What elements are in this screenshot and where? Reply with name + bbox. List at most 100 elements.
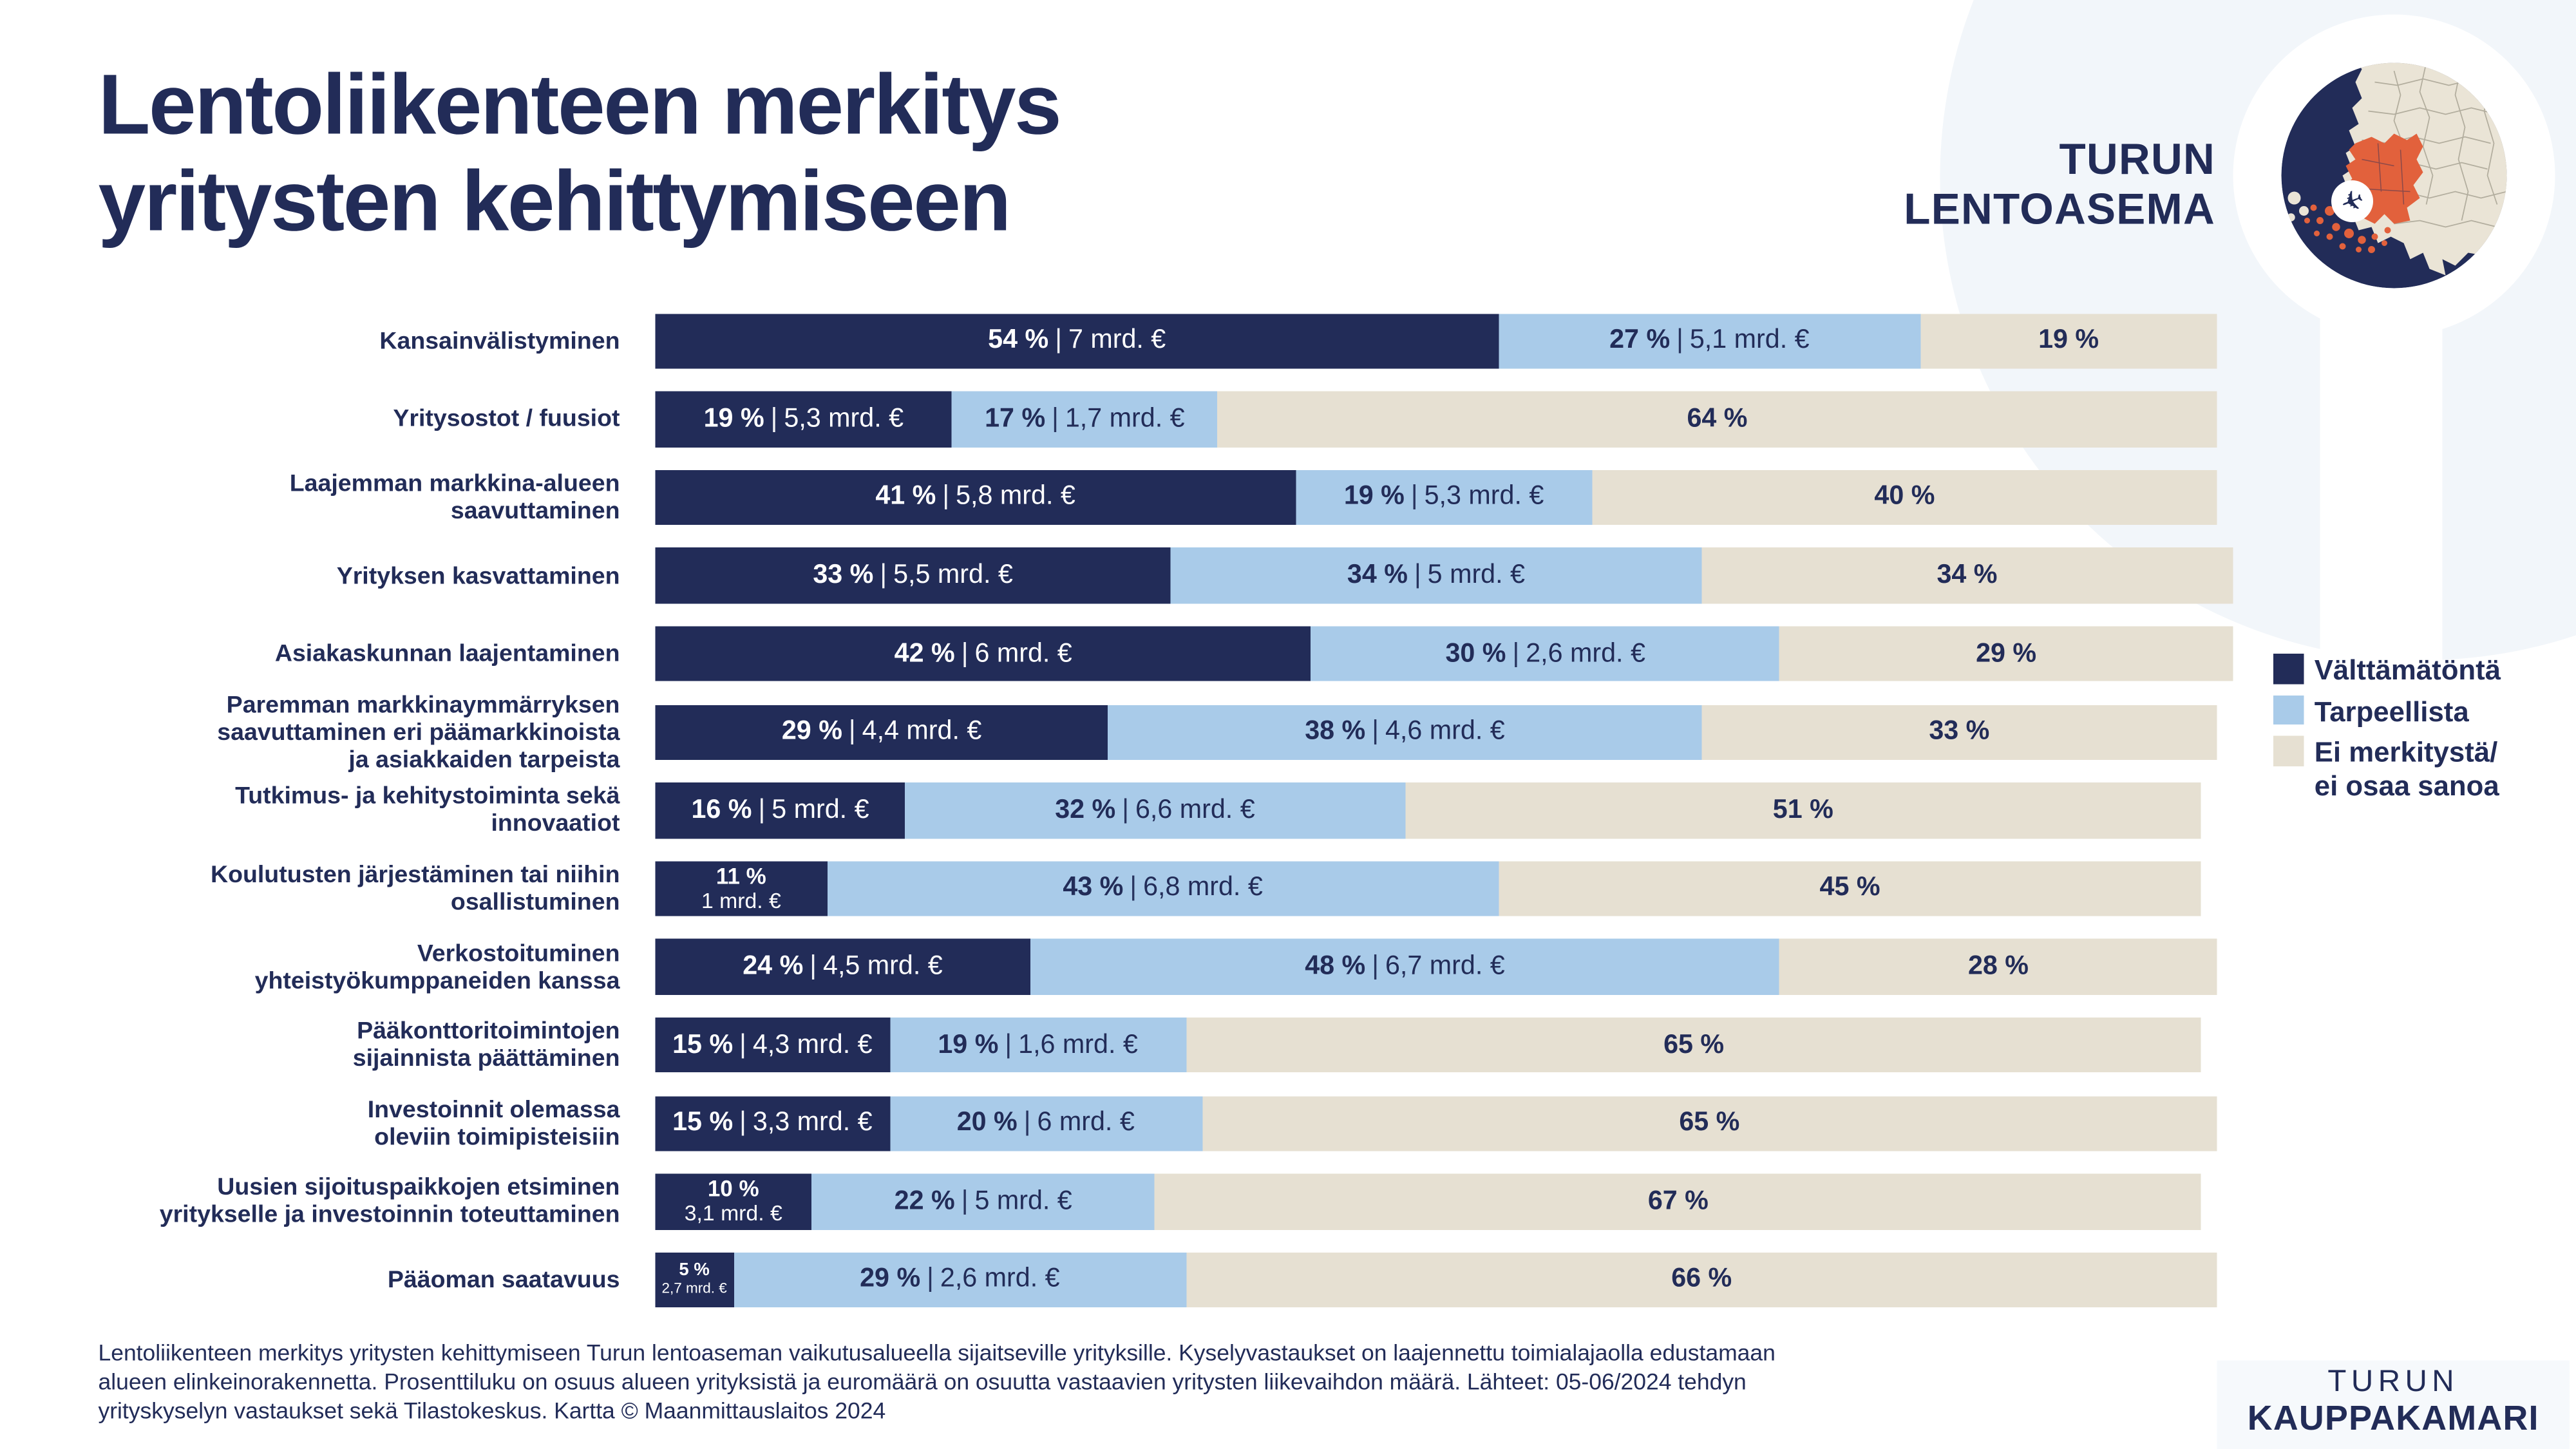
segment-percent: 41 %	[875, 482, 936, 511]
segment-percent: 29 %	[860, 1264, 921, 1294]
segment-amount: 3,1 mrd. €	[684, 1201, 782, 1226]
row-label-line: Asiakaskunnan laajentaminen	[274, 640, 620, 668]
bar-segment-useful: 32 % | 6,6 mrd. €	[905, 782, 1405, 838]
row-label: Tutkimus- ja kehitystoiminta sekä innovaa…	[0, 783, 620, 838]
chart-row: Koulutusten järjestäminen tai niihin osal…	[0, 860, 2576, 916]
bar-segment-useful: 48 % | 6,7 mrd. €	[1030, 939, 1780, 995]
bar-segment-necessary: 11 % 1 mrd. €	[655, 860, 828, 916]
segment-percent: 34 %	[1347, 560, 1408, 590]
segment-separator: |	[1055, 325, 1062, 355]
row-bars: 42 % | 6 mrd. €30 % | 2,6 mrd. €29 %	[655, 626, 2233, 682]
airport-logo-line2: LENTOASEMA	[1904, 185, 2215, 234]
row-label-line: Uusien sijoituspaikkojen etsiminen	[217, 1174, 620, 1202]
segment-amount: 5 mrd. €	[1427, 560, 1526, 590]
segment-amount: 6,8 mrd. €	[1143, 873, 1263, 903]
row-label-line: oleviin toimipisteisiin	[374, 1123, 620, 1151]
segment-amount: 5 mrd. €	[772, 795, 869, 824]
row-label: Verkostoituminen yhteistyökumppaneiden ka…	[0, 940, 620, 994]
segment-amount: 5,5 mrd. €	[893, 560, 1013, 590]
page-title-line2: yritysten kehittymiseen	[98, 155, 1012, 250]
segment-separator: |	[927, 1264, 934, 1294]
segment-separator: |	[1372, 717, 1379, 746]
chamber-logo-line1: TURUN	[2327, 1365, 2459, 1399]
row-label-line: saavuttaminen	[450, 497, 620, 525]
segment-amount: 5,3 mrd. €	[1424, 482, 1544, 511]
chart-row: Yritysostot / fuusiot 19 % | 5,3 mrd. €17 %…	[0, 391, 2576, 447]
segment-separator: |	[739, 1030, 746, 1059]
segment-separator: |	[880, 560, 887, 590]
bar-segment-none: 33 %	[1701, 704, 2217, 760]
legend-swatch-navy	[2273, 654, 2304, 684]
row-label-line: Investoinnit olemassa	[367, 1095, 620, 1124]
row-label-line: Koulutusten järjestäminen tai niihin	[210, 861, 620, 889]
footnote-line3: yrityskyselyn vastaukset sekä Tilastokes…	[98, 1398, 886, 1425]
segment-percent: 38 %	[1305, 717, 1366, 746]
segment-percent: 51 %	[1772, 795, 1833, 824]
chart-row: Uusien sijoituspaikkojen etsiminen yrityk…	[0, 1173, 2576, 1229]
row-label-line: Pääoman saatavuus	[387, 1266, 620, 1294]
bar-segment-necessary: 29 % | 4,4 mrd. €	[655, 704, 1108, 760]
segment-percent: 16 %	[691, 795, 752, 824]
chart-row: Kansainvälistyminen 54 % | 7 mrd. €27 % | 5,1…	[0, 313, 2576, 369]
segment-amount: 6,6 mrd. €	[1135, 795, 1255, 824]
bar-segment-useful: 27 % | 5,1 mrd. €	[1498, 313, 1920, 369]
segment-percent: 5 %	[679, 1260, 710, 1280]
segment-amount: 5,1 mrd. €	[1689, 325, 1810, 355]
row-bars: 24 % | 4,5 mrd. €48 % | 6,7 mrd. €28 %	[655, 939, 2217, 995]
bar-segment-none: 67 %	[1155, 1173, 2202, 1229]
segment-separator: |	[1372, 951, 1379, 981]
row-label-line: Verkostoituminen	[417, 939, 620, 967]
segment-percent: 11 %	[715, 862, 766, 889]
segment-percent: 66 %	[1671, 1264, 1732, 1294]
row-bars: 54 % | 7 mrd. €27 % | 5,1 mrd. €19 %	[655, 313, 2217, 369]
chart-row: Pääoman saatavuus 5 % 2,7 mrd. €29 % | 2,6 m…	[0, 1252, 2576, 1308]
bar-segment-useful: 38 % | 4,6 mrd. €	[1108, 704, 1702, 760]
row-bars: 41 % | 5,8 mrd. €19 % | 5,3 mrd. €40 %	[655, 469, 2217, 526]
segment-amount: 1,7 mrd. €	[1065, 404, 1185, 433]
bar-segment-useful: 17 % | 1,7 mrd. €	[952, 391, 1218, 447]
segment-amount: 6 mrd. €	[974, 638, 1072, 668]
segment-percent: 33 %	[1929, 717, 1990, 746]
row-bars: 5 % 2,7 mrd. €29 % | 2,6 mrd. €66 %	[655, 1252, 2217, 1308]
legend-swatch-blue	[2273, 694, 2304, 724]
bar-segment-necessary: 33 % | 5,5 mrd. €	[655, 547, 1171, 603]
map-region-borders	[2355, 143, 2410, 205]
bar-segment-necessary: 54 % | 7 mrd. €	[655, 313, 1499, 369]
segment-amount: 3,3 mrd. €	[752, 1108, 873, 1137]
segment-separator: |	[942, 482, 950, 511]
bar-segment-none: 66 %	[1186, 1252, 2217, 1308]
segment-amount: 7 mrd. €	[1068, 325, 1166, 355]
bar-segment-necessary: 24 % | 4,5 mrd. €	[655, 939, 1030, 995]
segment-separator: |	[961, 1186, 969, 1216]
segment-amount: 5,3 mrd. €	[784, 404, 904, 433]
chamber-logo-line2: KAUPPAKAMARI	[2247, 1399, 2539, 1438]
chart-row: Investoinnit olemassa oleviin toimipistei…	[0, 1095, 2576, 1151]
segment-percent: 34 %	[1937, 560, 1998, 590]
footnote: Lentoliikenteen merkitys yritysten kehit…	[99, 1341, 1776, 1427]
row-label-line: Yrityksen kasvattaminen	[336, 562, 620, 590]
row-label: Yritysostot / fuusiot	[0, 406, 620, 433]
row-bars: 19 % | 5,3 mrd. €17 % | 1,7 mrd. €64 %	[655, 391, 2217, 447]
segment-percent: 30 %	[1445, 638, 1506, 668]
segment-percent: 43 %	[1063, 873, 1124, 903]
segment-percent: 65 %	[1679, 1108, 1740, 1137]
segment-separator: |	[770, 404, 778, 433]
bar-segment-necessary: 16 % | 5 mrd. €	[655, 782, 905, 838]
row-label: Investoinnit olemassa oleviin toimipistei…	[0, 1096, 620, 1151]
bar-segment-none: 28 %	[1779, 939, 2217, 995]
row-bars: 16 % | 5 mrd. €32 % | 6,6 mrd. € 51 %	[655, 782, 2202, 838]
segment-separator: |	[810, 951, 817, 981]
segment-percent: 24 %	[743, 951, 804, 981]
segment-amount: 5,8 mrd. €	[956, 482, 1075, 511]
segment-percent: 32 %	[1055, 795, 1116, 824]
bar-segment-necessary: 19 % | 5,3 mrd. €	[655, 391, 952, 447]
bar-segment-necessary: 15 % | 4,3 mrd. €	[655, 1017, 890, 1073]
chart-row: Asiakaskunnan laajentaminen 42 % | 6 mrd. €…	[0, 626, 2576, 682]
segment-amount: 2,7 mrd. €	[661, 1280, 727, 1296]
segment-amount: 4,4 mrd. €	[862, 717, 982, 746]
legend-label-line2: ei osaa sanoa	[2314, 768, 2499, 801]
bar-segment-none: 65 %	[1186, 1017, 2202, 1073]
row-label-line: Laajemman markkina-alueen	[289, 469, 620, 498]
segment-percent: 10 %	[707, 1175, 759, 1202]
segment-separator: |	[1023, 1108, 1031, 1137]
